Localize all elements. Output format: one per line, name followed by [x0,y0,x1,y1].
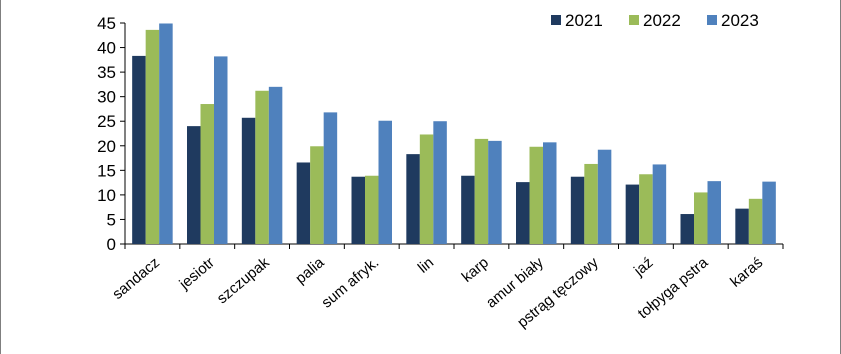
bar-2021 [570,176,585,244]
bar-2021 [625,184,640,244]
bar-2022 [584,163,598,244]
bar-2021 [735,208,749,244]
y-tick-label: 15 [97,161,116,180]
x-category-label: lin [415,254,437,277]
y-tick-label: 0 [107,235,116,254]
bar-2022 [200,104,214,244]
legend-label-2021: 2021 [565,11,603,30]
bar-2021 [680,214,694,244]
legend-swatch-2021 [551,15,561,25]
bar-2021 [187,126,201,244]
bar-2022 [748,198,763,244]
bar-2023 [597,149,612,244]
legend-swatch-2022 [629,15,639,25]
bar-2023 [268,86,283,244]
x-category-label: sum afryk. [318,254,382,311]
y-tick-label: 10 [97,186,116,205]
x-category-label: palia [292,254,328,288]
bar-2021 [132,55,146,245]
x-category-label: jaź [630,254,656,280]
y-tick-label: 35 [97,63,116,82]
bar-2023 [543,142,557,244]
bars [132,23,776,245]
bar-2021 [296,162,311,244]
legend: 2021 2022 2023 [551,11,759,30]
bar-2021 [516,182,530,244]
bar-2023 [488,140,502,244]
y-tick-label: 25 [97,112,116,131]
legend-swatch-2023 [707,15,717,25]
bar-2023 [378,120,392,244]
x-category-label: karaś [727,254,766,291]
y-tick-label: 5 [107,210,116,229]
x-category-label: sandacz [109,254,163,303]
bar-2023 [762,181,776,244]
bar-2021 [351,176,365,244]
bar-2023 [214,56,228,245]
bar-2021 [241,117,256,244]
bar-2022 [255,90,269,245]
y-axis: 0 5 10 15 20 25 30 35 40 45 [97,14,126,254]
bar-2023 [159,23,173,244]
bar-2023 [652,164,667,244]
legend-label-2023: 2023 [721,11,759,30]
y-tick-label: 20 [97,137,116,156]
y-tick-label: 30 [97,88,116,107]
bar-2023 [323,112,338,244]
bar-2022 [694,192,708,244]
bar-2021 [461,175,475,244]
x-category-label: szczupak [214,254,273,308]
x-category-label: jesiotr [175,254,217,293]
bar-2022 [474,138,489,244]
legend-label-2022: 2022 [643,11,681,30]
bar-2022 [529,146,543,244]
bar-2022 [145,29,160,244]
y-tick-label: 45 [97,14,116,33]
bar-2022 [310,146,324,244]
x-category-label: karp [459,254,492,286]
bar-2023 [433,121,447,244]
bar-2022 [365,175,379,244]
y-tick-label: 40 [97,39,116,58]
bar-2022 [419,134,434,244]
bar-2022 [639,174,653,244]
bar-2023 [707,181,721,244]
bar-2021 [406,154,420,244]
